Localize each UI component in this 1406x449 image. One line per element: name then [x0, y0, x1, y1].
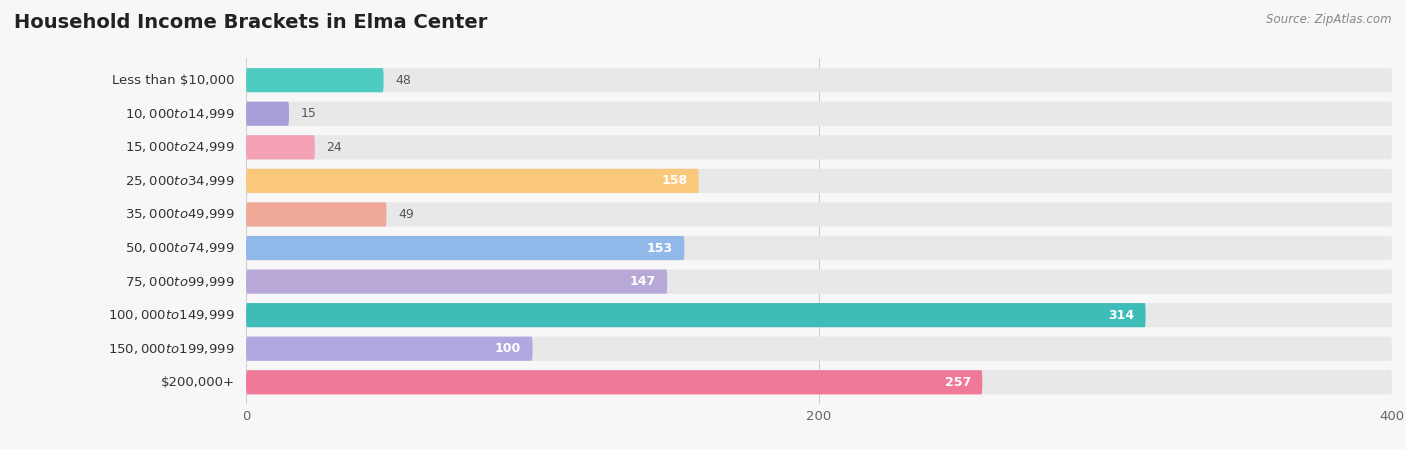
Text: 314: 314	[1108, 308, 1135, 321]
FancyBboxPatch shape	[246, 337, 1392, 361]
FancyBboxPatch shape	[246, 303, 1392, 327]
FancyBboxPatch shape	[246, 269, 668, 294]
Text: $150,000 to $199,999: $150,000 to $199,999	[108, 342, 235, 356]
FancyBboxPatch shape	[246, 68, 1392, 92]
Text: $75,000 to $99,999: $75,000 to $99,999	[125, 275, 235, 289]
Text: 48: 48	[395, 74, 411, 87]
Text: $10,000 to $14,999: $10,000 to $14,999	[125, 107, 235, 121]
FancyBboxPatch shape	[246, 370, 983, 394]
FancyBboxPatch shape	[246, 303, 1146, 327]
Text: $15,000 to $24,999: $15,000 to $24,999	[125, 141, 235, 154]
Text: 257: 257	[945, 376, 970, 389]
Text: Source: ZipAtlas.com: Source: ZipAtlas.com	[1267, 13, 1392, 26]
Text: 147: 147	[630, 275, 655, 288]
FancyBboxPatch shape	[246, 68, 384, 92]
FancyBboxPatch shape	[246, 337, 533, 361]
FancyBboxPatch shape	[246, 169, 699, 193]
FancyBboxPatch shape	[246, 101, 1392, 126]
Text: 153: 153	[647, 242, 673, 255]
FancyBboxPatch shape	[246, 202, 387, 227]
Text: $25,000 to $34,999: $25,000 to $34,999	[125, 174, 235, 188]
Text: 49: 49	[398, 208, 413, 221]
Text: Less than $10,000: Less than $10,000	[112, 74, 235, 87]
Text: $35,000 to $49,999: $35,000 to $49,999	[125, 207, 235, 221]
Text: Household Income Brackets in Elma Center: Household Income Brackets in Elma Center	[14, 13, 488, 32]
FancyBboxPatch shape	[246, 135, 1392, 159]
Text: $50,000 to $74,999: $50,000 to $74,999	[125, 241, 235, 255]
Text: 158: 158	[661, 174, 688, 187]
Text: $100,000 to $149,999: $100,000 to $149,999	[108, 308, 235, 322]
FancyBboxPatch shape	[246, 370, 1392, 394]
Text: 100: 100	[495, 342, 522, 355]
Text: 15: 15	[301, 107, 316, 120]
FancyBboxPatch shape	[246, 236, 685, 260]
FancyBboxPatch shape	[246, 202, 1392, 227]
Text: 24: 24	[326, 141, 342, 154]
FancyBboxPatch shape	[246, 135, 315, 159]
FancyBboxPatch shape	[246, 236, 1392, 260]
FancyBboxPatch shape	[246, 269, 1392, 294]
FancyBboxPatch shape	[246, 101, 290, 126]
Text: $200,000+: $200,000+	[160, 376, 235, 389]
FancyBboxPatch shape	[246, 169, 1392, 193]
